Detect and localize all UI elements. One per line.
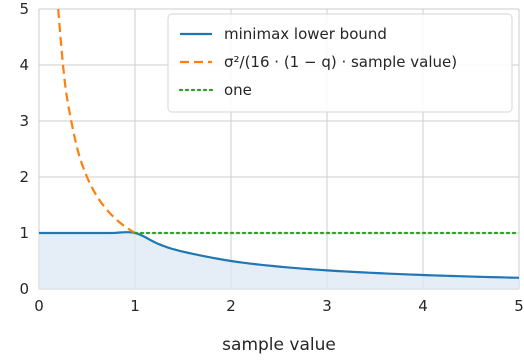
y-tick-label: 1	[19, 224, 29, 242]
x-tick-label: 0	[34, 297, 44, 315]
tick-labels: 0 1 2 3 4 5 0 1 2 3 4 5	[19, 0, 523, 315]
x-tick-label: 3	[322, 297, 332, 315]
y-tick-label: 0	[19, 280, 29, 298]
y-tick-label: 5	[19, 0, 29, 18]
x-tick-label: 2	[226, 297, 236, 315]
legend-label-2: one	[224, 81, 252, 99]
y-tick-label: 4	[19, 56, 29, 74]
legend-label-0: minimax lower bound	[224, 25, 387, 43]
x-tick-label: 5	[514, 297, 524, 315]
legend-box	[167, 13, 513, 113]
series-line-1	[57, 8, 136, 234]
y-tick-label: 3	[19, 112, 29, 130]
x-tick-label: 1	[130, 297, 140, 315]
fill-area	[39, 232, 519, 289]
y-tick-label: 2	[19, 168, 29, 186]
legend-label-1: σ²/(16 · (1 − q) · sample value)	[224, 53, 457, 71]
series-line-0	[39, 231, 520, 279]
legend: minimax lower bound σ²/(16 · (1 − q) · sa…	[167, 13, 513, 113]
x-axis-label: sample value	[222, 335, 336, 355]
series-lines	[39, 8, 521, 279]
x-tick-label: 4	[418, 297, 428, 315]
fill-under-curve	[39, 232, 519, 289]
